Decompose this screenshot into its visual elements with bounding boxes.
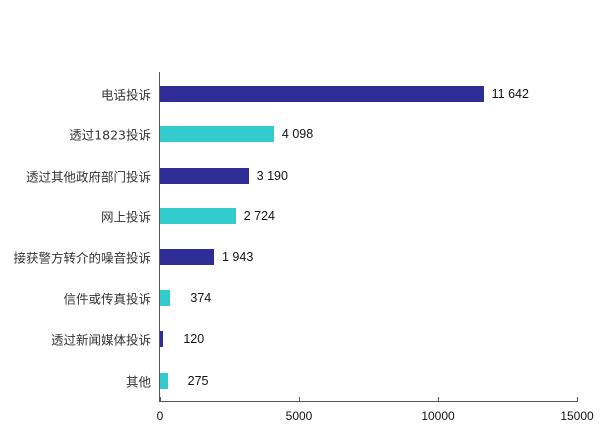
category-label: 接获警方转介的噪音投诉	[13, 250, 151, 266]
x-tick-label: 0	[156, 409, 164, 423]
bar	[160, 290, 171, 306]
x-tick-label: 5000	[285, 409, 313, 423]
bar	[160, 249, 214, 265]
bar	[160, 208, 236, 224]
value-label: 3 190	[256, 169, 288, 183]
value-label: 1 943	[222, 250, 254, 264]
x-axis	[159, 401, 578, 402]
category-label: 电话投诉	[100, 87, 151, 103]
x-tick	[577, 397, 578, 402]
category-label: 透过新闻媒体投诉	[50, 332, 151, 348]
bar	[160, 86, 484, 102]
x-tick	[299, 397, 300, 402]
value-label: 120	[183, 332, 205, 346]
category-label: 信件或传真投诉	[63, 291, 151, 307]
category-label: 透过其他政府部门投诉	[25, 169, 151, 185]
bar	[160, 126, 274, 142]
bar	[160, 331, 164, 347]
value-label: 374	[190, 291, 212, 305]
value-label: 11 642	[491, 87, 529, 101]
value-label: 275	[187, 374, 209, 388]
x-tick	[160, 397, 161, 402]
bar	[160, 373, 168, 389]
bar	[160, 168, 249, 184]
x-tick-label: 15000	[560, 409, 594, 423]
y-axis	[159, 72, 160, 402]
category-label: 透过1823投诉	[69, 127, 151, 143]
value-label: 2 724	[243, 209, 275, 223]
x-tick	[438, 397, 439, 402]
category-label: 网上投诉	[100, 209, 151, 225]
x-tick-label: 10000	[421, 409, 455, 423]
category-label: 其他	[125, 374, 151, 390]
value-label: 4 098	[281, 127, 314, 141]
